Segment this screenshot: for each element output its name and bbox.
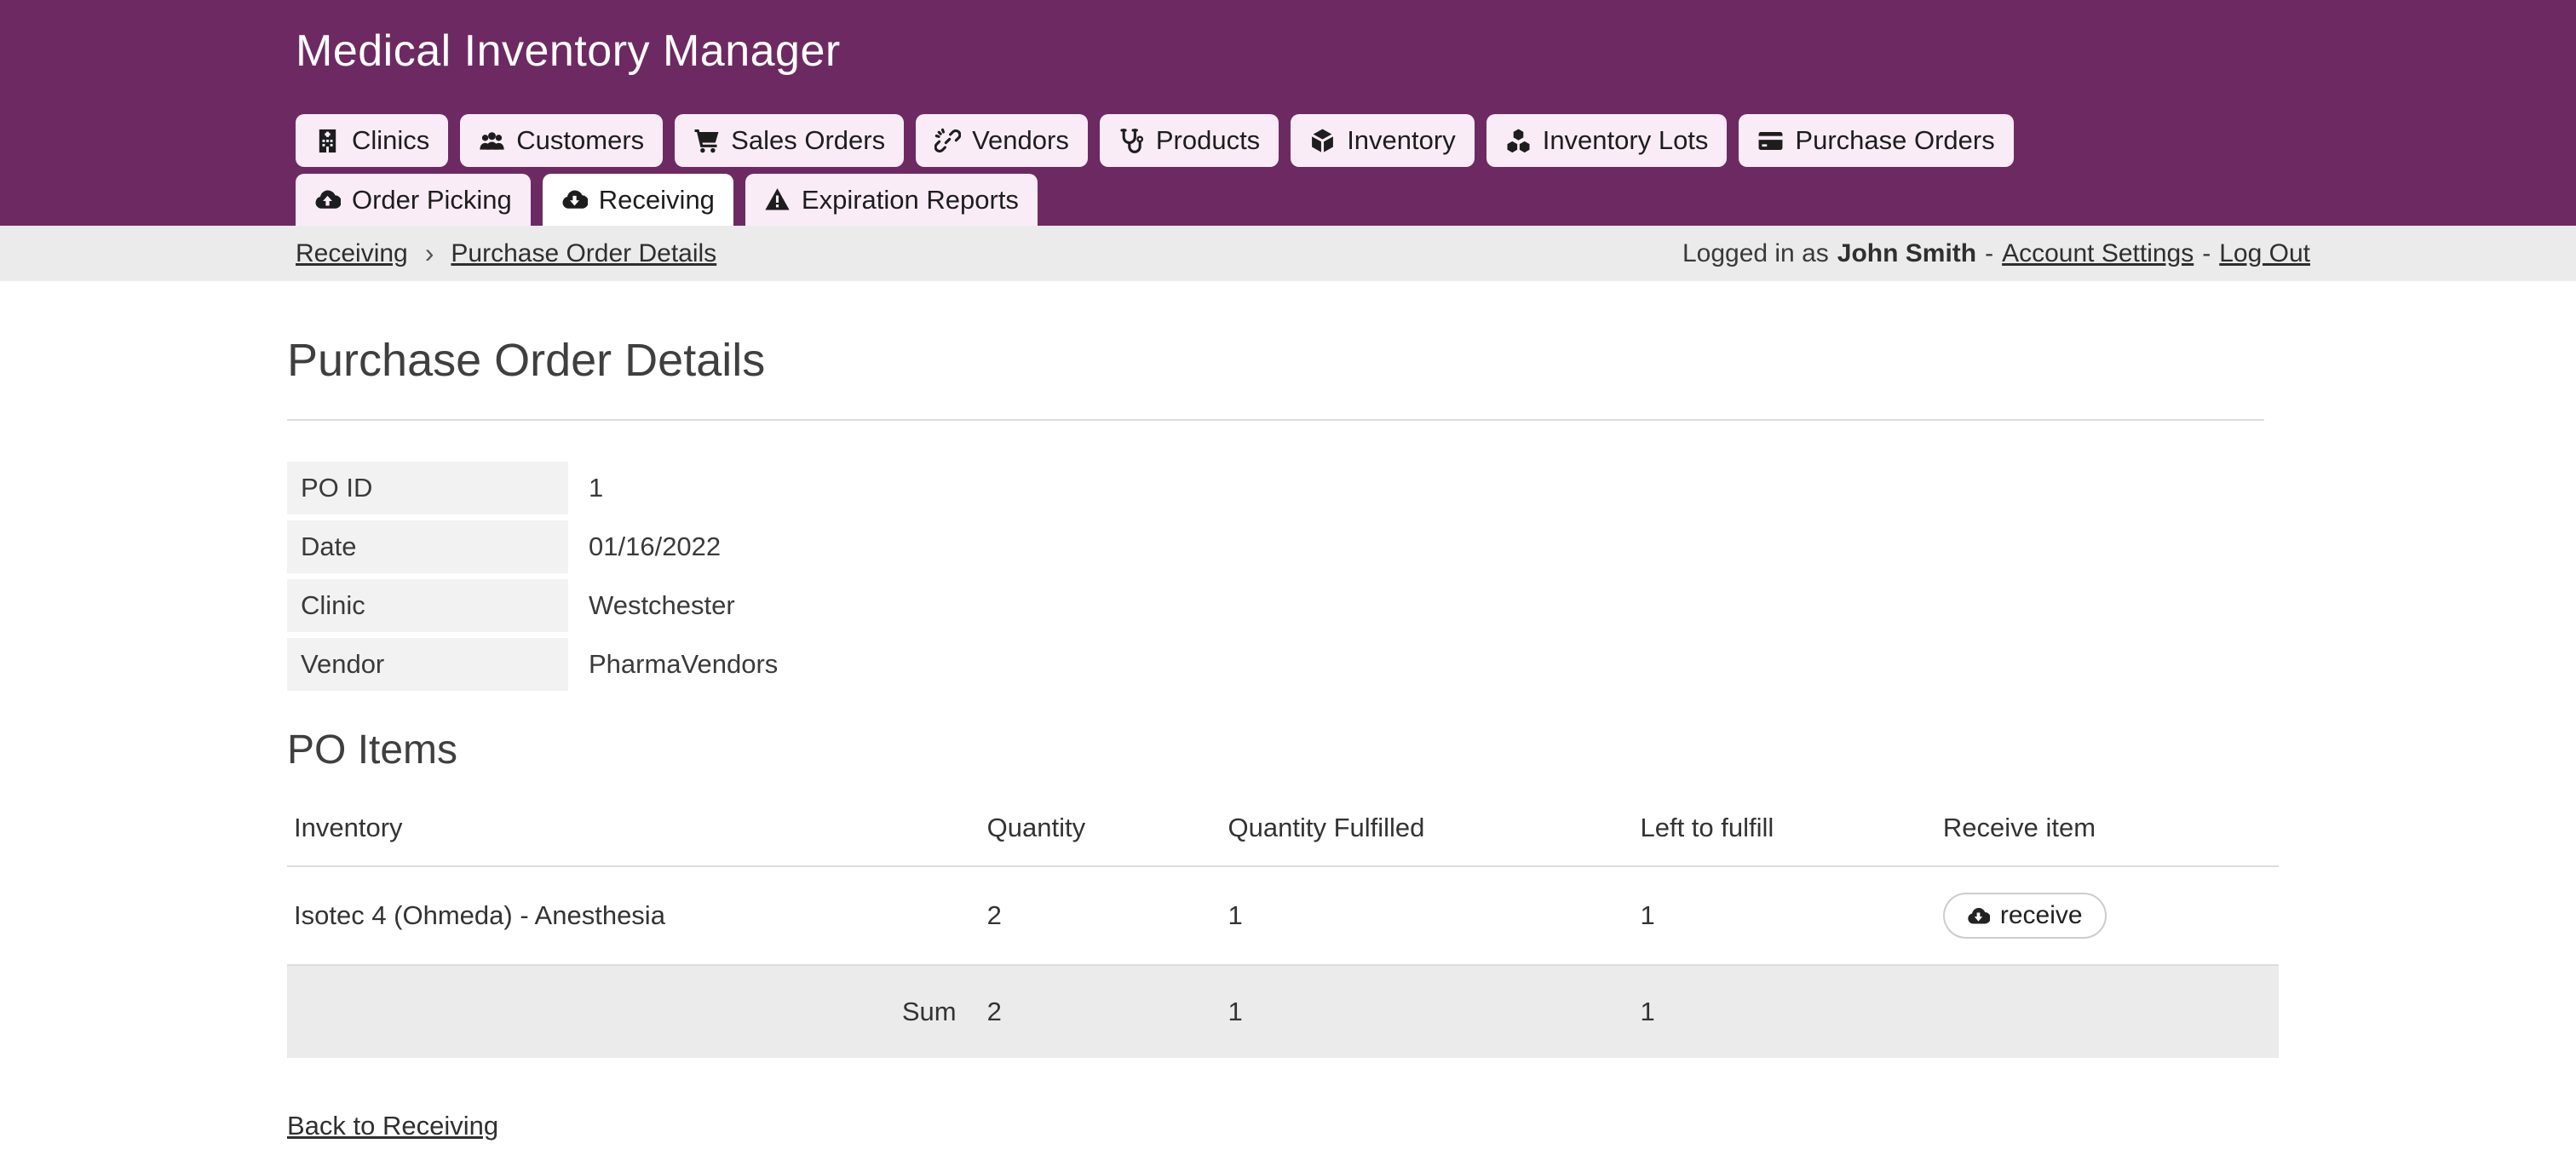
users-icon: [479, 128, 505, 154]
breadcrumb-bar: Receiving › Purchase Order Details Logge…: [0, 226, 2576, 281]
receive-button-label: receive: [1999, 901, 2083, 929]
detail-row-vendor: Vendor PharmaVendors: [287, 638, 2576, 691]
stethoscope-icon: [1118, 128, 1145, 154]
column-header-quantity-fulfilled: Quantity Fulfilled: [1221, 796, 1634, 867]
sum-row: Sum 2 1 1: [287, 964, 2279, 1058]
nav-sales-orders-button[interactable]: Sales Orders: [675, 114, 905, 167]
app-header: Medical Inventory Manager Clinics Custom…: [0, 0, 2576, 226]
nav-label: Clinics: [352, 125, 430, 155]
sum-quantity-fulfilled: 1: [1221, 964, 1634, 1058]
cloud-download-icon: [1967, 905, 1990, 928]
cell-quantity: 2: [986, 900, 1002, 930]
cube-icon: [1309, 128, 1336, 154]
column-header-left-to-fulfill: Left to fulfill: [1633, 796, 1936, 867]
sum-quantity: 2: [980, 964, 1222, 1058]
page-title: Purchase Order Details: [287, 335, 766, 386]
detail-row-date: Date 01/16/2022: [287, 520, 2576, 573]
po-items-heading: PO Items: [287, 727, 458, 773]
breadcrumb: Receiving › Purchase Order Details: [296, 238, 716, 269]
detail-label: Vendor: [287, 638, 568, 691]
detail-value: Westchester: [589, 590, 735, 620]
detail-value: 1: [589, 473, 604, 503]
po-items-table: Inventory Quantity Quantity Fulfilled Le…: [287, 796, 2279, 1058]
nav-receiving-button[interactable]: Receiving: [542, 174, 733, 226]
separator-dash: -: [1985, 238, 1994, 267]
nav-label: Vendors: [972, 125, 1069, 155]
sum-left-to-fulfill: 1: [1633, 964, 1936, 1058]
nav-inventory-button[interactable]: Inventory: [1291, 114, 1475, 167]
log-out-link[interactable]: Log Out: [2219, 238, 2310, 267]
nav-inventory-lots-button[interactable]: Inventory Lots: [1486, 114, 1728, 167]
column-header-receive-item: Receive item: [1935, 796, 2279, 867]
nav-purchase-orders-button[interactable]: Purchase Orders: [1739, 114, 2014, 167]
nav-customers-button[interactable]: Customers: [460, 114, 664, 167]
app-title: Medical Inventory Manager: [296, 26, 841, 76]
po-details-table: PO ID 1 Date 01/16/2022 Clinic Westchest…: [287, 462, 2576, 691]
breadcrumb-receiving-link[interactable]: Receiving: [296, 238, 408, 267]
nav-label: Sales Orders: [731, 125, 886, 155]
cell-left-to-fulfill: 1: [1640, 900, 1655, 930]
cloud-upload-icon: [314, 187, 341, 213]
nav-label: Order Picking: [352, 184, 512, 215]
hospital-icon: [314, 128, 341, 154]
title-divider: [287, 419, 2264, 421]
nav-vendors-button[interactable]: Vendors: [916, 114, 1088, 167]
nav-products-button[interactable]: Products: [1099, 114, 1279, 167]
table-header-row: Inventory Quantity Quantity Fulfilled Le…: [287, 796, 2279, 867]
user-name: John Smith: [1837, 238, 1977, 267]
detail-value: 01/16/2022: [589, 532, 722, 561]
nav-label: Receiving: [598, 184, 715, 215]
detail-label: Clinic: [287, 579, 568, 632]
column-header-inventory: Inventory: [287, 796, 980, 867]
nav-label: Inventory Lots: [1542, 125, 1709, 155]
detail-row-po-id: PO ID 1: [287, 462, 2576, 514]
column-header-quantity: Quantity: [980, 796, 1222, 867]
shopping-cart-icon: [693, 128, 720, 154]
nav-label: Inventory: [1347, 125, 1456, 155]
cloud-download-icon: [561, 187, 588, 213]
secondary-nav: Order Picking Receiving Expiration Repor…: [296, 174, 2576, 226]
cell-inventory: Isotec 4 (Ohmeda) - Anesthesia: [294, 900, 665, 930]
account-settings-link[interactable]: Account Settings: [2002, 238, 2194, 267]
nav-label: Products: [1155, 125, 1261, 155]
back-to-receiving-link[interactable]: Back to Receiving: [287, 1111, 499, 1141]
cell-quantity-fulfilled: 1: [1228, 900, 1243, 930]
back-link-container: Back to Receiving: [287, 1111, 2576, 1141]
breadcrumb-purchase-order-details-link[interactable]: Purchase Order Details: [451, 238, 717, 267]
credit-card-icon: [1757, 128, 1784, 154]
detail-label: Date: [287, 520, 568, 573]
primary-nav: Clinics Customers Sales Orders Vendors P…: [296, 114, 2576, 167]
broken-link-icon: [934, 128, 962, 154]
logged-in-prefix: Logged in as: [1682, 238, 1829, 267]
receive-button[interactable]: receive: [1942, 893, 2107, 939]
nav-label: Purchase Orders: [1795, 125, 1995, 155]
cell-receive-item: receive: [1936, 866, 2279, 965]
detail-row-clinic: Clinic Westchester: [287, 579, 2576, 632]
nav-order-picking-button[interactable]: Order Picking: [296, 174, 531, 226]
nav-expiration-reports-button[interactable]: Expiration Reports: [745, 174, 1038, 226]
nav-label: Customers: [516, 125, 645, 155]
separator-dash: -: [2202, 238, 2211, 267]
detail-label: PO ID: [287, 462, 568, 514]
warning-icon: [764, 187, 791, 213]
nav-label: Expiration Reports: [801, 184, 1019, 215]
session-info: Logged in as John Smith - Account Settin…: [1682, 239, 2310, 268]
sum-label: Sum: [287, 964, 980, 1058]
nav-clinics-button[interactable]: Clinics: [296, 114, 449, 167]
detail-value: PharmaVendors: [589, 649, 779, 679]
sum-empty-cell: [1935, 964, 2279, 1058]
main-content: Purchase Order Details PO ID 1 Date 01/1…: [0, 334, 2576, 1141]
chevron-right-icon: ›: [424, 238, 434, 268]
table-row: Isotec 4 (Ohmeda) - Anesthesia 2 1 1 rec…: [287, 866, 2279, 965]
cubes-icon: [1505, 128, 1532, 154]
